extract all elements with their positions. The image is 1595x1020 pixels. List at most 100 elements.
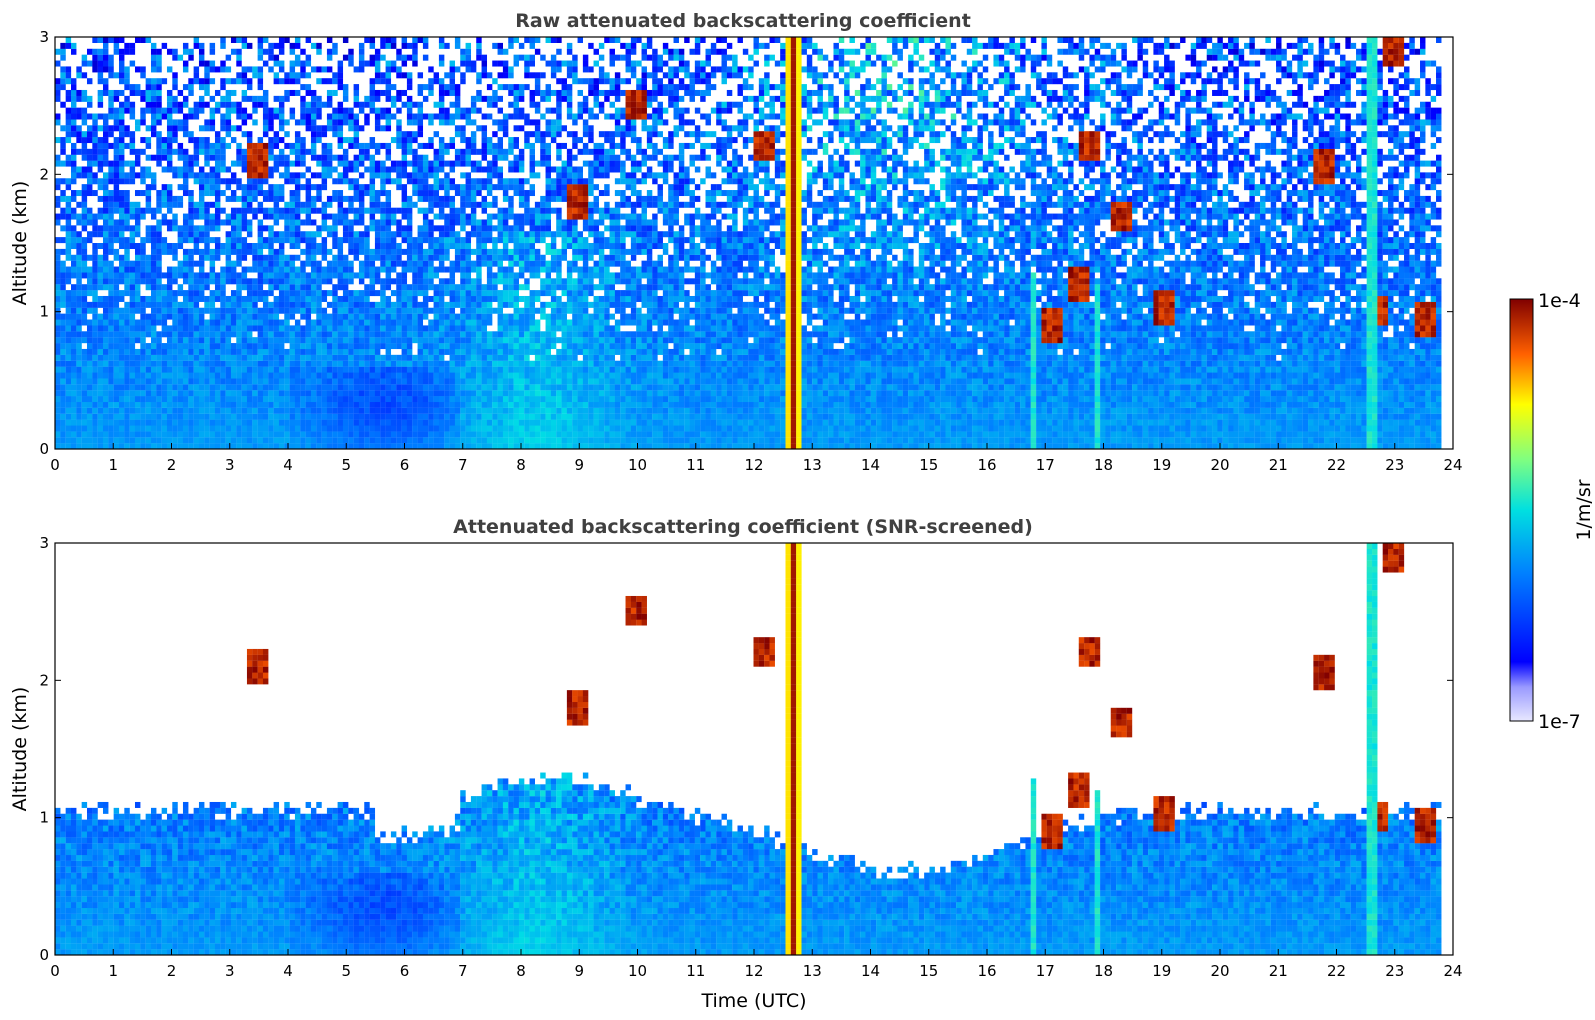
heatmap-cell — [97, 390, 104, 397]
heatmap-cell — [609, 348, 615, 355]
heatmap-cell — [673, 378, 679, 385]
heatmap-cell — [214, 378, 221, 385]
heatmap-cell — [950, 343, 957, 350]
heatmap-cell — [1062, 413, 1069, 420]
heatmap-cell — [230, 437, 237, 444]
heatmap-cell — [588, 348, 594, 355]
heatmap-cell — [614, 366, 621, 373]
heatmap-cell — [177, 431, 184, 438]
heatmap-cell — [1302, 360, 1309, 367]
heatmap-cell — [1366, 401, 1373, 408]
heatmap-cell — [1244, 378, 1250, 385]
heatmap-cell — [934, 437, 941, 444]
heatmap-cell — [1073, 419, 1079, 426]
heatmap-cell — [241, 348, 248, 355]
heatmap-cell — [1062, 354, 1069, 361]
heatmap-cell — [1334, 437, 1341, 444]
heatmap-cell — [801, 396, 807, 403]
heatmap-cell — [1164, 384, 1170, 391]
heatmap-cell — [945, 437, 951, 444]
heatmap-cell — [892, 354, 898, 361]
heatmap-cell — [310, 396, 317, 403]
heatmap-cell — [593, 343, 599, 350]
heatmap-cell — [748, 348, 754, 355]
heatmap-cell — [1158, 437, 1165, 444]
heatmap-cell — [358, 390, 365, 397]
heatmap-cell — [945, 431, 951, 438]
heatmap-cell — [342, 343, 349, 350]
heatmap-cell — [1201, 360, 1207, 367]
heatmap-cell — [838, 401, 845, 408]
heatmap-cell — [348, 443, 354, 449]
heatmap-cell — [198, 396, 205, 403]
heatmap-cell — [268, 384, 274, 391]
heatmap-cell — [76, 378, 82, 385]
heatmap-cell — [390, 378, 397, 385]
heatmap-cell — [209, 407, 216, 414]
heatmap-cell — [449, 366, 456, 373]
heatmap-cell — [956, 360, 962, 367]
heatmap-cell — [502, 425, 509, 432]
heatmap-cell — [70, 443, 77, 449]
heatmap-cell — [732, 343, 738, 350]
heatmap-cell — [342, 437, 349, 444]
heatmap-cell — [55, 372, 61, 379]
heatmap-cell — [220, 425, 226, 432]
heatmap-cell — [268, 443, 274, 449]
heatmap-cell — [598, 378, 605, 385]
heatmap-cell — [550, 437, 557, 444]
heatmap-cell — [209, 372, 216, 379]
heatmap-cell — [449, 378, 456, 385]
heatmap-cell — [785, 390, 791, 397]
heatmap-cell — [689, 378, 695, 385]
heatmap-cell — [310, 343, 317, 350]
heatmap-cell — [700, 401, 706, 408]
heatmap-cell — [753, 360, 759, 367]
heatmap-cell — [913, 354, 919, 361]
heatmap-cell — [310, 360, 317, 367]
heatmap-cell — [732, 413, 738, 420]
heatmap-cell — [1244, 384, 1250, 391]
heatmap-cell — [828, 396, 834, 403]
heatmap-cell — [812, 390, 818, 397]
heatmap-cell — [204, 431, 210, 438]
heatmap-cell — [438, 425, 445, 432]
heatmap-cell — [380, 437, 386, 444]
heatmap-cell — [812, 396, 818, 403]
heatmap-cell — [545, 348, 551, 355]
heatmap-cell — [1222, 425, 1229, 432]
heatmap-cell — [998, 384, 1005, 391]
heatmap-cell — [1196, 401, 1202, 408]
heatmap-cell — [284, 378, 290, 385]
heatmap-cell — [662, 396, 669, 403]
heatmap-cell — [326, 407, 333, 414]
heatmap-cell — [620, 354, 626, 361]
heatmap-cell — [412, 401, 418, 408]
heatmap-cell — [668, 378, 674, 385]
heatmap-cell — [433, 396, 440, 403]
heatmap-cell — [870, 360, 877, 367]
heatmap-cell — [1238, 360, 1245, 367]
heatmap-cell — [140, 378, 146, 385]
heatmap-cell — [86, 390, 93, 397]
heatmap-cell — [929, 348, 935, 355]
heatmap-cell — [273, 372, 280, 379]
heatmap-cell — [449, 396, 456, 403]
heatmap-cell — [652, 407, 658, 414]
heatmap-cell — [1153, 431, 1159, 438]
heatmap-cell — [124, 443, 130, 449]
heatmap-cell — [908, 443, 914, 449]
heatmap-cell — [753, 337, 759, 344]
heatmap-cell — [193, 431, 200, 438]
heatmap-cell — [1190, 413, 1197, 420]
heatmap-cell — [545, 360, 551, 367]
heatmap-cell — [193, 366, 200, 373]
heatmap-cell — [204, 413, 210, 420]
heatmap-cell — [156, 331, 162, 338]
heatmap-cell — [348, 331, 354, 338]
heatmap-cell — [92, 407, 98, 414]
heatmap-cell — [646, 337, 653, 344]
heatmap-cell — [310, 419, 317, 426]
heatmap-cell — [982, 343, 989, 350]
heatmap-cell — [220, 378, 226, 385]
